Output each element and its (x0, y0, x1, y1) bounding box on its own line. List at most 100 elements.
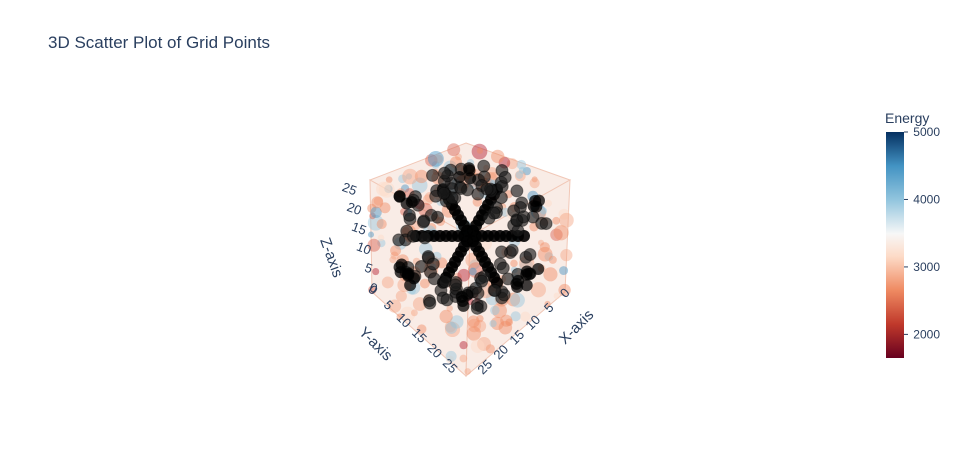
face-energy-patch (367, 231, 375, 238)
face-energy-patch (490, 316, 504, 331)
face-energy-patch (477, 337, 491, 351)
data-point (392, 233, 406, 247)
face-energy-patch (470, 339, 485, 354)
data-point (463, 162, 476, 175)
face-energy-patch (531, 176, 538, 183)
face-energy-patch (427, 150, 444, 167)
face-energy-patch (467, 315, 480, 328)
data-point (416, 215, 430, 229)
face-energy-patch (376, 219, 387, 230)
face-energy-patch (433, 154, 443, 164)
face-energy-patch (490, 305, 500, 316)
face-energy-patch (559, 266, 569, 276)
data-point (414, 259, 428, 273)
z-tick-label: 15 (350, 219, 369, 238)
face-energy-patch (490, 171, 499, 181)
data-point (455, 290, 468, 303)
face-energy-patch (411, 177, 428, 194)
data-point (475, 274, 489, 288)
face-energy-patch (544, 300, 551, 308)
data-point (457, 299, 470, 312)
data-point (480, 182, 494, 196)
colorbar-tick-label: 3000 (913, 260, 940, 274)
face-energy-patch (390, 251, 399, 260)
face-energy-patch (476, 147, 484, 154)
face-energy-patch (405, 173, 413, 180)
face-energy-patch (376, 181, 391, 197)
face-energy-patch (558, 283, 571, 297)
face-energy-patch (367, 238, 381, 252)
face-energy-patch (367, 203, 377, 213)
data-point (426, 257, 440, 271)
face-energy-patch (459, 354, 468, 363)
data-point (539, 217, 553, 231)
face-energy-patch (537, 246, 553, 262)
face-energy-patch (500, 207, 510, 217)
face-energy-patch (492, 303, 507, 319)
z-tick-label: 25 (340, 179, 359, 198)
face-energy-patch (399, 306, 416, 322)
face-energy-patch (446, 305, 453, 312)
face-energy-patch (476, 314, 484, 323)
face-energy-patch (471, 143, 488, 160)
data-point (425, 168, 439, 182)
face-energy-patch (419, 278, 430, 289)
face-energy-patch (445, 321, 458, 334)
data-point (510, 184, 524, 198)
data-point (530, 200, 543, 213)
face-energy-patch (560, 249, 573, 262)
face-energy-patch (505, 318, 514, 327)
face-energy-patch (514, 170, 526, 182)
face-energy-patch (520, 311, 531, 322)
data-point (437, 186, 451, 200)
data-point (437, 166, 451, 180)
face-energy-patch (439, 309, 453, 324)
face-energy-patch (445, 350, 457, 362)
face-energy-patch (469, 259, 480, 270)
x-axis-title: X-axis (556, 306, 597, 347)
face-energy-patch (459, 341, 468, 350)
data-point (427, 272, 441, 286)
colorbar-tick-label: 2000 (913, 327, 940, 341)
face-energy-patch (398, 174, 407, 184)
z-tick-label: 0 (368, 279, 380, 296)
face-energy-patch (485, 344, 495, 354)
face-energy-patch (377, 234, 385, 242)
face-energy-patch (444, 321, 457, 333)
face-energy-patch (490, 149, 505, 164)
data-point (448, 278, 462, 292)
face-energy-patch (371, 196, 384, 209)
face-energy-patch (412, 297, 427, 311)
face-energy-patch (558, 208, 570, 220)
chart-title: 3D Scatter Plot of Grid Points (48, 33, 271, 52)
data-point (418, 231, 432, 245)
face-energy-patch (515, 171, 524, 179)
face-energy-patch (378, 181, 395, 198)
face-energy-patch (544, 252, 554, 262)
colorbar: Energy 2000 3000 4000 5000 (885, 110, 940, 358)
data-point (453, 170, 466, 183)
face-energy-patch (431, 160, 440, 169)
face-energy-patch (455, 153, 462, 161)
face-energy-patch (553, 292, 561, 300)
face-energy-patch (506, 158, 518, 170)
data-point (454, 182, 468, 196)
face-energy-patch (447, 143, 461, 157)
data-point (423, 296, 437, 310)
data-point (440, 293, 454, 307)
face-energy-patch (390, 245, 402, 257)
face-energy-patch (518, 166, 526, 174)
data-point (498, 170, 512, 184)
face-energy-patch (369, 212, 376, 220)
data-point (523, 248, 537, 262)
face-energy-patch (373, 196, 384, 206)
data-point (406, 229, 420, 243)
face-energy-patch (530, 282, 546, 298)
face-energy-patch (516, 159, 527, 170)
face-energy-patch (384, 184, 393, 194)
face-energy-patch (444, 321, 461, 338)
data-point (524, 267, 537, 280)
face-energy-patch (372, 267, 380, 276)
data-point (464, 172, 477, 185)
